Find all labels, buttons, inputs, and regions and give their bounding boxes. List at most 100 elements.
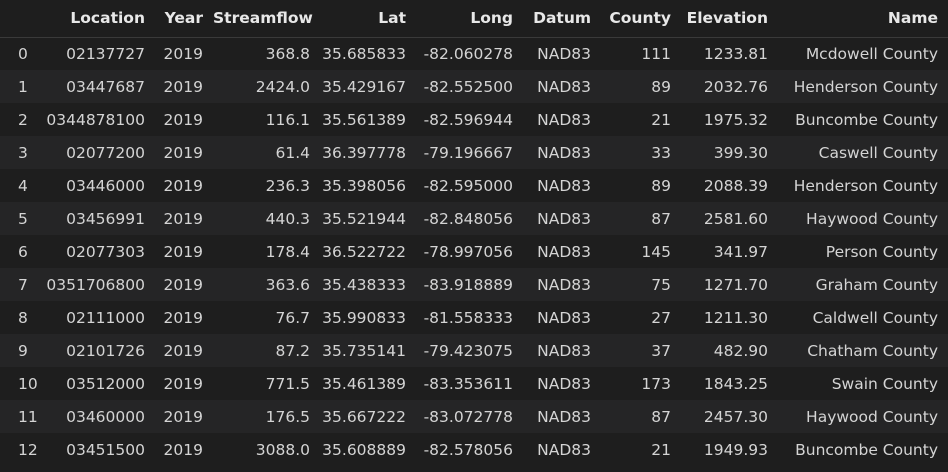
year-cell: 2019	[163, 440, 203, 459]
index-cell: 12	[18, 440, 38, 459]
year-cell: 2019	[163, 242, 203, 261]
elevation-cell: 482.90	[681, 334, 778, 367]
index-header	[0, 0, 40, 38]
county-cell: 21	[651, 440, 671, 459]
index-cell: 0	[18, 44, 28, 63]
lat-cell: 36.522722	[322, 242, 406, 261]
datum-cell: NAD83	[537, 110, 591, 129]
county-cell: 173	[641, 374, 671, 393]
streamflow-cell: 178.4	[265, 242, 310, 261]
lat-cell: 36.397778	[320, 136, 416, 169]
index-cell: 9	[0, 334, 40, 367]
datum-cell: NAD83	[523, 334, 601, 367]
column-header-streamflow: Streamflow	[213, 0, 320, 38]
lat-cell: 35.429167	[320, 70, 416, 103]
column-header-lat: Lat	[320, 0, 416, 38]
county-cell: 89	[601, 70, 681, 103]
lat-cell: 35.667222	[320, 400, 416, 433]
index-cell: 10	[18, 374, 38, 393]
table-row: 5 03456991 2019 440.3 35.521944 -82.848056 NAD…	[0, 202, 948, 235]
lat-cell: 35.608889	[322, 440, 406, 459]
lat-cell: 35.438333	[320, 268, 416, 301]
year-cell: 2019	[155, 334, 213, 367]
streamflow-cell: 236.3	[265, 176, 310, 195]
county-cell: 37	[601, 334, 681, 367]
county-cell: 33	[601, 136, 681, 169]
county-cell: 87	[601, 202, 681, 235]
datum-cell: NAD83	[523, 268, 601, 301]
name-cell: Person County	[825, 242, 938, 261]
year-cell: 2019	[163, 374, 203, 393]
streamflow-cell: 368.8	[265, 44, 310, 63]
elevation-cell: 1949.93	[703, 440, 768, 459]
elevation-cell: 341.97	[713, 242, 768, 261]
table-header: Location Year Streamflow Lat Long Datum …	[0, 0, 948, 38]
datum-cell: NAD83	[537, 374, 591, 393]
name-cell: Mcdowell County	[805, 44, 938, 63]
streamflow-cell: 87.2	[213, 334, 320, 367]
datum-cell: NAD83	[537, 176, 591, 195]
long-cell: -81.558333	[423, 308, 513, 327]
table-row: 8 02111000 2019 76.7 35.990833 -81.558333 NAD8…	[0, 301, 948, 334]
streamflow-cell: 116.1	[265, 110, 310, 129]
long-cell: -83.072778	[416, 400, 523, 433]
long-cell: -79.423075	[416, 334, 523, 367]
year-cell: 2019	[155, 400, 213, 433]
datum-cell: NAD83	[523, 202, 601, 235]
lat-cell: 35.685833	[322, 44, 406, 63]
elevation-cell: 2088.39	[703, 176, 768, 195]
county-cell: 89	[651, 176, 671, 195]
lat-cell: 35.521944	[320, 202, 416, 235]
lat-cell: 35.461389	[322, 374, 406, 393]
location-cell: 03446000	[66, 176, 145, 195]
table-row: 2 0344878100 2019 116.1 35.561389 -82.596944 N…	[0, 103, 948, 136]
year-cell: 2019	[155, 268, 213, 301]
table-row: 10 03512000 2019 771.5 35.461389 -83.353611 NA…	[0, 367, 948, 400]
index-cell: 4	[18, 176, 28, 195]
index-cell: 3	[0, 136, 40, 169]
long-cell: -82.552500	[416, 70, 523, 103]
year-cell: 2019	[163, 308, 203, 327]
long-cell: -79.196667	[416, 136, 523, 169]
elevation-cell: 2032.76	[681, 70, 778, 103]
datum-cell: NAD83	[523, 400, 601, 433]
header-row: Location Year Streamflow Lat Long Datum …	[0, 0, 948, 38]
datum-cell: NAD83	[523, 70, 601, 103]
column-header-year: Year	[155, 0, 213, 38]
long-cell: -82.060278	[423, 44, 513, 63]
index-cell: 5	[0, 202, 40, 235]
table-row: 9 02101726 2019 87.2 35.735141 -79.423075 NAD8…	[0, 334, 948, 367]
lat-cell: 35.561389	[322, 110, 406, 129]
location-cell: 03460000	[40, 400, 155, 433]
datum-cell: NAD83	[523, 136, 601, 169]
name-cell: Caswell County	[778, 136, 948, 169]
location-cell: 02137727	[66, 44, 145, 63]
location-cell: 03512000	[66, 374, 145, 393]
name-cell: Henderson County	[793, 176, 938, 195]
lat-cell: 35.398056	[322, 176, 406, 195]
index-cell: 7	[0, 268, 40, 301]
column-header-elevation: Elevation	[681, 0, 778, 38]
index-cell: 11	[0, 400, 40, 433]
streamflow-cell: 176.5	[213, 400, 320, 433]
county-cell: 111	[641, 44, 671, 63]
index-cell: 2	[18, 110, 28, 129]
long-cell: -83.918889	[416, 268, 523, 301]
location-cell: 03447687	[40, 70, 155, 103]
elevation-cell: 1843.25	[703, 374, 768, 393]
county-cell: 75	[601, 268, 681, 301]
elevation-cell: 2457.30	[681, 400, 778, 433]
county-cell: 145	[641, 242, 671, 261]
name-cell: Haywood County	[778, 202, 948, 235]
elevation-cell: 1271.70	[681, 268, 778, 301]
table-row: 6 02077303 2019 178.4 36.522722 -78.997056 NAD…	[0, 235, 948, 268]
table-row: 12 03451500 2019 3088.0 35.608889 -82.578056 N…	[0, 433, 948, 466]
streamflow-cell: 76.7	[275, 308, 310, 327]
column-header-county: County	[601, 0, 681, 38]
elevation-cell: 1233.81	[703, 44, 768, 63]
name-cell: Henderson County	[778, 70, 948, 103]
table-row: 11 03460000 2019 176.5 35.667222 -83.072778 NA…	[0, 400, 948, 433]
lat-cell: 35.990833	[322, 308, 406, 327]
location-cell: 03456991	[40, 202, 155, 235]
